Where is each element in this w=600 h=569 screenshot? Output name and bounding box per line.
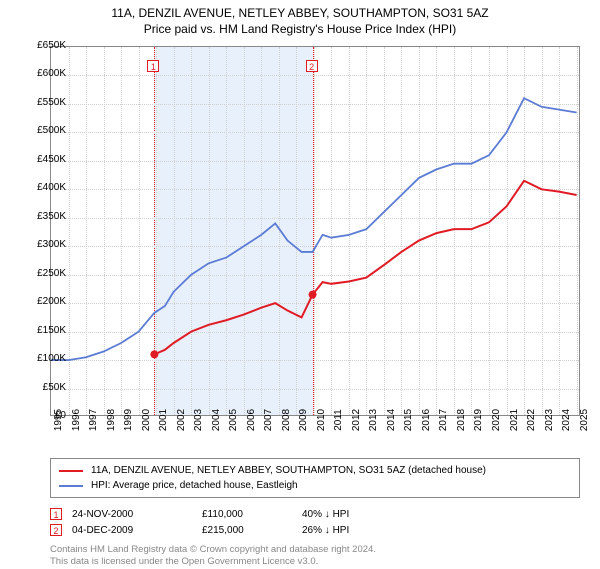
legend-label: 11A, DENZIL AVENUE, NETLEY ABBEY, SOUTHA…: [91, 465, 486, 476]
sales-row-date: 04-DEC-2009: [72, 525, 192, 536]
x-axis-label: 1998: [107, 409, 117, 431]
sales-table: 1 24-NOV-2000 £110,000 40% ↓ HPI 2 04-DEC-200…: [50, 506, 580, 538]
x-axis-label: 2019: [474, 409, 484, 431]
x-axis-label: 2022: [527, 409, 537, 431]
x-axis-label: 2024: [562, 409, 572, 431]
x-axis-label: 2012: [352, 409, 362, 431]
legend-row: HPI: Average price, detached house, East…: [59, 478, 571, 493]
x-axis-label: 2008: [282, 409, 292, 431]
x-axis-label: 2006: [247, 409, 257, 431]
x-axis-label: 2023: [545, 409, 555, 431]
sale-marker-box: 1: [147, 60, 159, 72]
sales-row-diff: 26% ↓ HPI: [302, 525, 422, 536]
y-axis-label: £650K: [20, 41, 66, 51]
sales-row: 1 24-NOV-2000 £110,000 40% ↓ HPI: [50, 506, 580, 522]
sale-marker-dot: [309, 291, 317, 299]
x-axis-label: 2015: [404, 409, 414, 431]
sales-row-diff: 40% ↓ HPI: [302, 509, 422, 520]
x-axis-label: 1995: [54, 409, 64, 431]
y-axis-label: £200K: [20, 297, 66, 307]
series-property-line: [154, 181, 576, 355]
legend-box: 11A, DENZIL AVENUE, NETLEY ABBEY, SOUTHA…: [50, 458, 580, 569]
y-axis-label: £300K: [20, 240, 66, 250]
x-axis-label: 2001: [159, 409, 169, 431]
series-svg: [51, 47, 579, 415]
sales-row: 2 04-DEC-2009 £215,000 26% ↓ HPI: [50, 522, 580, 538]
x-axis-label: 2009: [299, 409, 309, 431]
x-axis-label: 2017: [439, 409, 449, 431]
legend-row: 11A, DENZIL AVENUE, NETLEY ABBEY, SOUTHA…: [59, 463, 571, 478]
attribution: Contains HM Land Registry data © Crown c…: [50, 544, 580, 569]
y-axis-label: £50K: [20, 383, 66, 393]
x-axis-label: 2007: [264, 409, 274, 431]
y-axis-label: £100K: [20, 354, 66, 364]
x-axis-label: 1999: [124, 409, 134, 431]
x-axis-label: 2004: [212, 409, 222, 431]
x-axis-label: 2000: [142, 409, 152, 431]
sale-marker-dot: [150, 350, 158, 358]
y-axis-label: £500K: [20, 126, 66, 136]
sales-row-marker: 2: [50, 524, 62, 536]
x-axis-label: 2018: [457, 409, 467, 431]
chart-container: 11A, DENZIL AVENUE, NETLEY ABBEY, SOUTHA…: [0, 0, 600, 560]
sales-row-marker: 1: [50, 508, 62, 520]
x-axis-label: 1997: [89, 409, 99, 431]
y-axis-label: £450K: [20, 155, 66, 165]
y-axis-label: £350K: [20, 212, 66, 222]
sale-marker-box: 2: [306, 60, 318, 72]
chart-title: 11A, DENZIL AVENUE, NETLEY ABBEY, SOUTHA…: [0, 0, 600, 37]
sales-row-price: £110,000: [202, 509, 292, 520]
y-axis-label: £400K: [20, 183, 66, 193]
attribution-line-2: This data is licensed under the Open Gov…: [50, 556, 580, 568]
y-axis-label: £550K: [20, 98, 66, 108]
x-axis-label: 2002: [177, 409, 187, 431]
x-axis-label: 2014: [387, 409, 397, 431]
x-axis-label: 2010: [317, 409, 327, 431]
x-axis-label: 2016: [422, 409, 432, 431]
sales-row-price: £215,000: [202, 525, 292, 536]
legend-swatch: [59, 485, 83, 487]
x-axis-label: 2011: [334, 409, 344, 431]
x-axis-label: 2005: [229, 409, 239, 431]
y-axis-label: £250K: [20, 269, 66, 279]
legend-series-box: 11A, DENZIL AVENUE, NETLEY ABBEY, SOUTHA…: [50, 458, 580, 498]
x-axis-label: 2003: [194, 409, 204, 431]
plot-area: [50, 46, 580, 416]
title-line-1: 11A, DENZIL AVENUE, NETLEY ABBEY, SOUTHA…: [0, 6, 600, 22]
sales-row-date: 24-NOV-2000: [72, 509, 192, 520]
x-axis-label: 2025: [580, 409, 590, 431]
legend-swatch: [59, 470, 83, 472]
x-axis-label: 2020: [492, 409, 502, 431]
x-axis-label: 2013: [369, 409, 379, 431]
x-axis-label: 1996: [72, 409, 82, 431]
series-hpi-line: [51, 98, 577, 360]
legend-label: HPI: Average price, detached house, East…: [91, 480, 298, 491]
y-axis-label: £150K: [20, 326, 66, 336]
y-axis-label: £600K: [20, 69, 66, 79]
title-line-2: Price paid vs. HM Land Registry's House …: [0, 22, 600, 38]
attribution-line-1: Contains HM Land Registry data © Crown c…: [50, 544, 580, 556]
x-axis-label: 2021: [510, 409, 520, 431]
